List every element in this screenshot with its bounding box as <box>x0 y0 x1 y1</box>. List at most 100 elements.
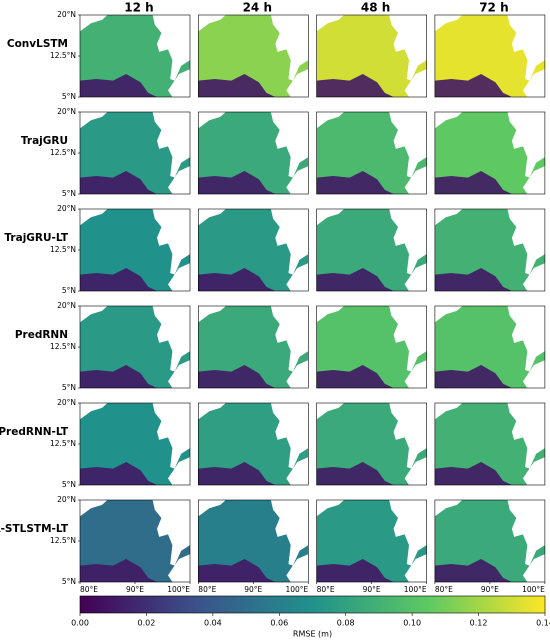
colorbar-label: RMSE (m) <box>293 630 332 639</box>
x-tick-label: 80°E <box>435 585 453 594</box>
land <box>316 209 345 226</box>
y-tick-label: 12.5°N <box>50 342 76 351</box>
land <box>522 457 545 485</box>
colorbar-tick-label: 0.00 <box>71 619 89 628</box>
land <box>389 306 427 372</box>
land <box>270 500 309 566</box>
land <box>507 306 545 372</box>
land <box>434 15 463 32</box>
colorbar <box>79 595 546 614</box>
panel-frame <box>79 14 191 98</box>
x-tick-label: 100°E <box>167 585 190 594</box>
low-error-region <box>434 171 512 194</box>
land <box>316 306 345 323</box>
land <box>522 360 545 388</box>
land <box>434 403 463 420</box>
column-header: 48 h <box>361 1 390 15</box>
low-error-region <box>80 74 157 97</box>
low-error-region <box>316 559 394 582</box>
y-tick-label: 12.5°N <box>50 536 76 545</box>
y-tick-label: 5°N <box>62 286 76 295</box>
low-error-region <box>434 74 512 97</box>
panel-frame <box>198 305 309 389</box>
low-error-region <box>316 268 394 291</box>
land <box>270 306 309 372</box>
land <box>316 403 345 420</box>
low-error-region <box>316 365 394 388</box>
panel-frame <box>79 208 191 292</box>
colorbar-tick-label: 0.02 <box>138 619 156 628</box>
land <box>286 263 309 291</box>
low-error-region <box>316 74 394 97</box>
panel-frame <box>79 402 191 486</box>
land <box>80 500 108 517</box>
panel-frame <box>79 111 191 195</box>
y-tick-label: 20°N <box>57 204 76 213</box>
low-error-region <box>434 559 512 582</box>
land <box>286 69 309 97</box>
panel-frame <box>198 208 309 292</box>
colorbar-tick-label: 0.10 <box>403 619 421 628</box>
low-error-region <box>316 171 394 194</box>
land <box>507 209 545 275</box>
land <box>270 209 309 275</box>
land <box>152 15 190 81</box>
land <box>198 209 226 226</box>
y-tick-label: 20°N <box>57 495 76 504</box>
colorbar-tick-label: 0.08 <box>337 619 355 628</box>
x-tick-label: 90°E <box>244 585 262 594</box>
y-tick-label: 12.5°N <box>50 148 76 157</box>
y-tick-label: 5°N <box>62 383 76 392</box>
land <box>286 457 309 485</box>
panel-frame <box>316 208 427 292</box>
low-error-region <box>80 462 157 485</box>
land <box>198 500 226 517</box>
land <box>389 15 427 81</box>
panel-frame <box>434 111 546 195</box>
panel-frame <box>198 111 309 195</box>
low-error-region <box>316 462 394 485</box>
low-error-region <box>434 462 512 485</box>
land <box>434 500 463 517</box>
land <box>507 500 545 566</box>
panel-frame <box>434 402 546 486</box>
x-tick-label: 90°E <box>126 585 144 594</box>
land <box>507 403 545 469</box>
land <box>434 209 463 226</box>
land <box>286 360 309 388</box>
land <box>404 69 427 97</box>
land <box>522 69 545 97</box>
land <box>389 209 427 275</box>
land <box>389 112 427 178</box>
panel-frame <box>316 111 427 195</box>
land <box>404 166 427 194</box>
row-label: ConvLSTM <box>7 38 68 50</box>
low-error-region <box>434 268 512 291</box>
low-error-region <box>80 365 157 388</box>
land <box>198 306 226 323</box>
x-tick-label: 80°E <box>198 585 216 594</box>
x-tick-label: 100°E <box>404 585 427 594</box>
land <box>286 166 309 194</box>
land <box>389 500 427 566</box>
row-label: PredRNN <box>15 329 68 341</box>
land <box>270 15 309 81</box>
land <box>80 403 108 420</box>
land <box>404 554 427 582</box>
column-header: 72 h <box>479 1 508 15</box>
land <box>404 360 427 388</box>
x-tick-label: 90°E <box>363 585 381 594</box>
y-tick-label: 20°N <box>57 398 76 407</box>
y-tick-label: 5°N <box>62 577 76 586</box>
x-tick-label: 100°E <box>522 585 545 594</box>
column-header: 24 h <box>243 1 272 15</box>
low-error-region <box>80 559 157 582</box>
panel-frame <box>434 305 546 389</box>
panel-frame <box>316 402 427 486</box>
row-label: SSA-STLSTM-LT <box>0 523 69 535</box>
x-tick-label: 80°E <box>80 585 98 594</box>
land <box>434 112 463 129</box>
colorbar-tick-label: 0.04 <box>204 619 222 628</box>
x-tick-label: 90°E <box>481 585 499 594</box>
